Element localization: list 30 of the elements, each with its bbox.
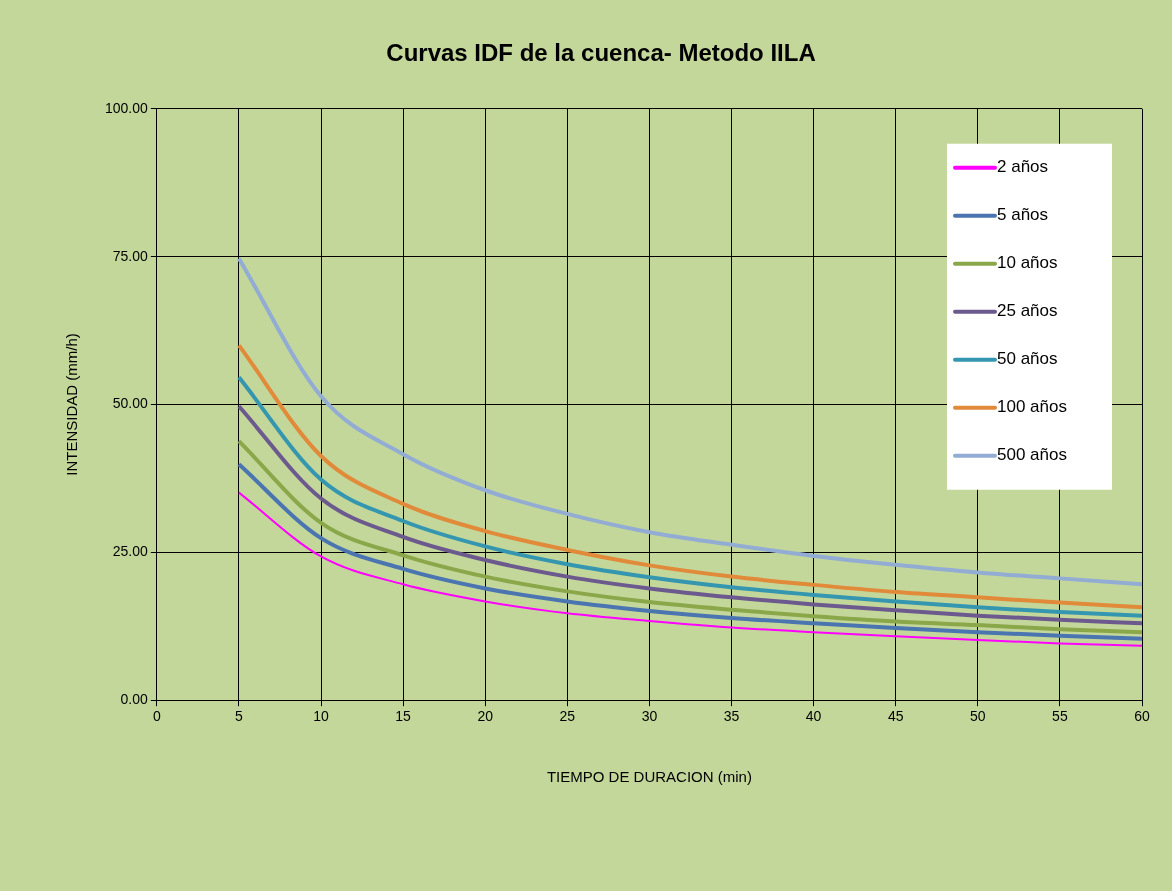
x-tick-label: 55 [1052,708,1068,725]
legend-label: 25 años [997,301,1058,321]
y-tick-label: 50.00 [112,395,149,412]
chart-title: Curvas IDF de la cuenca- Metodo IILA [386,39,816,67]
legend-label: 10 años [997,253,1058,273]
legend-label: 500 años [997,445,1067,465]
legend-label: 50 años [997,349,1058,369]
x-axis-title: TIEMPO DE DURACION (min) [546,768,752,786]
x-tick-label: 60 [1134,708,1150,725]
x-tick-label: 10 [313,708,330,725]
x-tick-label: 45 [887,708,904,725]
x-tick-label: 25 [559,708,576,725]
y-tick-label: 100.00 [104,99,149,116]
y-axis-title: INTENSIDAD (mm/h) [63,333,81,476]
y-tick-label: 75.00 [112,247,149,264]
x-tick-label: 40 [805,708,822,725]
x-tick-label: 20 [477,708,494,725]
x-tick-label: 35 [723,708,740,725]
x-tick-label: 50 [970,708,986,725]
line-series [236,256,1142,587]
x-tick-label: 15 [395,708,412,725]
x-tick-label: 0 [152,708,161,725]
line-series [237,491,1142,647]
y-tick-label: 0.00 [120,691,149,708]
legend-label: 2 años [997,157,1049,177]
x-tick-label: 30 [641,708,658,725]
legend-label: 5 años [997,205,1049,225]
x-tick-label: 5 [235,708,244,725]
y-tick-label: 25.00 [112,543,149,560]
legend-label: 100 años [997,397,1067,417]
